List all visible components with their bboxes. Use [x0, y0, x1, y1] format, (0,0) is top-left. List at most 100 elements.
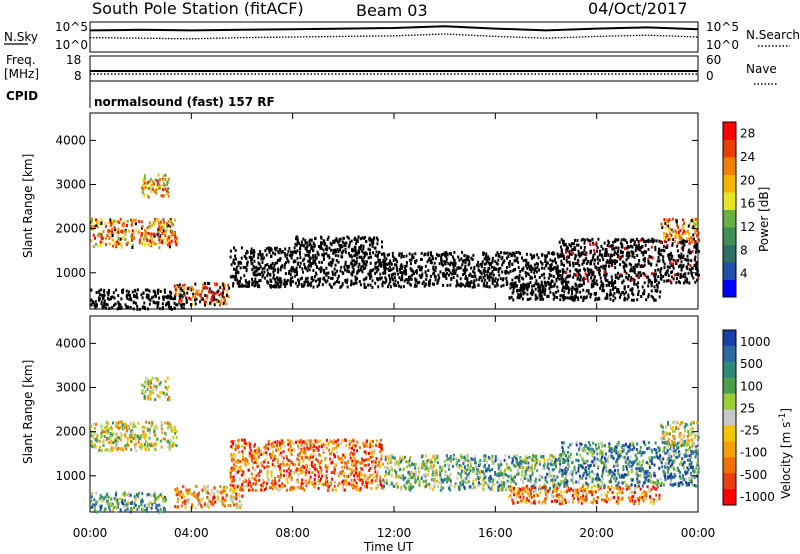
data-cell — [376, 484, 379, 487]
data-cell — [297, 241, 300, 245]
data-cell — [130, 234, 133, 238]
data-cell — [639, 248, 642, 252]
data-cell — [351, 470, 354, 474]
data-cell — [270, 470, 273, 474]
data-cell — [279, 470, 282, 474]
data-cell — [298, 241, 301, 245]
data-cell — [130, 502, 133, 506]
data-cell — [158, 223, 161, 227]
data-cell — [121, 231, 124, 235]
data-cell — [515, 251, 518, 254]
data-cell — [126, 493, 129, 497]
data-cell — [522, 266, 525, 270]
data-cell — [677, 234, 680, 238]
data-cell — [445, 277, 448, 281]
freq-unit-label: [MHz] — [4, 67, 39, 81]
data-cell — [208, 290, 211, 294]
velocity-panel-frame — [89, 315, 699, 513]
data-cell — [657, 275, 660, 279]
data-cell — [308, 481, 310, 485]
data-cell — [153, 301, 156, 305]
freq-ytick-right-top: 60 — [706, 53, 721, 67]
data-cell — [669, 232, 671, 236]
data-cell — [134, 301, 137, 305]
data-cell — [312, 269, 315, 272]
data-cell — [229, 498, 232, 501]
data-cell — [597, 296, 600, 300]
data-cell — [662, 258, 665, 262]
data-cell — [552, 266, 555, 270]
data-cell — [117, 234, 119, 238]
data-cell — [614, 296, 617, 300]
data-cell — [90, 224, 93, 228]
data-cell — [236, 278, 239, 282]
data-cell — [137, 437, 140, 441]
data-cell — [352, 452, 355, 456]
data-cell — [229, 495, 232, 499]
data-cell — [672, 229, 674, 233]
data-cell — [147, 231, 150, 235]
data-cell — [299, 468, 302, 472]
data-cell — [131, 431, 134, 435]
data-cell — [687, 258, 690, 262]
data-cell — [440, 256, 442, 260]
data-cell — [106, 303, 109, 307]
data-cell — [686, 254, 689, 258]
data-cell — [277, 278, 280, 282]
data-cell — [386, 253, 389, 257]
data-cell — [147, 505, 150, 508]
data-cell — [223, 498, 226, 502]
data-cell — [594, 293, 597, 297]
data-cell — [330, 285, 333, 289]
data-cell — [232, 458, 235, 462]
data-cell — [131, 221, 134, 225]
data-cell — [182, 485, 185, 489]
data-cell — [141, 445, 143, 449]
data-cell — [90, 303, 93, 307]
data-cell — [369, 283, 372, 287]
data-cell — [141, 492, 144, 496]
data-cell — [373, 246, 376, 250]
data-cell — [170, 429, 173, 433]
data-cell — [216, 290, 219, 294]
data-cell — [316, 468, 318, 471]
data-cell — [222, 503, 225, 507]
data-cell — [289, 273, 292, 277]
data-cell — [688, 268, 691, 271]
data-cell — [121, 236, 124, 240]
data-cell — [198, 501, 201, 505]
data-cell — [263, 466, 266, 470]
data-cell — [597, 261, 600, 265]
data-cell — [646, 275, 649, 279]
data-cell — [144, 447, 147, 451]
data-cell — [306, 249, 309, 253]
data-cell — [110, 439, 113, 443]
frequency-panel: Freq. [MHz] 18 8 60 0 Nave — [4, 53, 778, 85]
data-cell — [610, 275, 613, 279]
data-cell — [90, 444, 93, 447]
data-cell — [280, 446, 282, 450]
data-cell — [103, 302, 106, 306]
data-cell — [100, 424, 103, 428]
data-cell — [159, 439, 162, 443]
data-cell — [190, 298, 193, 302]
data-cell — [169, 294, 172, 298]
data-cell — [677, 272, 680, 276]
data-cell — [168, 219, 171, 223]
data-cell — [163, 500, 166, 503]
data-cell — [460, 257, 463, 261]
data-cell — [562, 295, 565, 299]
data-cell — [240, 503, 243, 507]
data-cell — [285, 456, 288, 460]
data-cell — [223, 491, 226, 495]
data-cell — [675, 281, 678, 284]
data-cell — [145, 510, 148, 513]
data-cell — [124, 238, 127, 242]
data-cell — [670, 281, 673, 285]
data-cell — [175, 289, 178, 293]
data-cell — [654, 280, 656, 283]
data-cell — [491, 256, 494, 260]
data-cell — [353, 474, 356, 478]
data-cell — [214, 500, 217, 504]
data-cell — [254, 482, 257, 486]
